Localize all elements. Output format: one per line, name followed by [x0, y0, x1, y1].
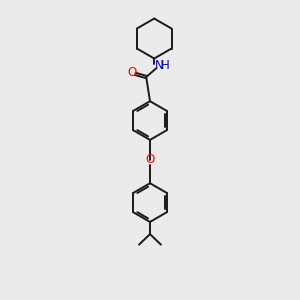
Text: H: H: [161, 59, 170, 72]
Text: N: N: [154, 59, 163, 72]
Text: O: O: [128, 66, 137, 79]
Text: O: O: [146, 153, 154, 167]
